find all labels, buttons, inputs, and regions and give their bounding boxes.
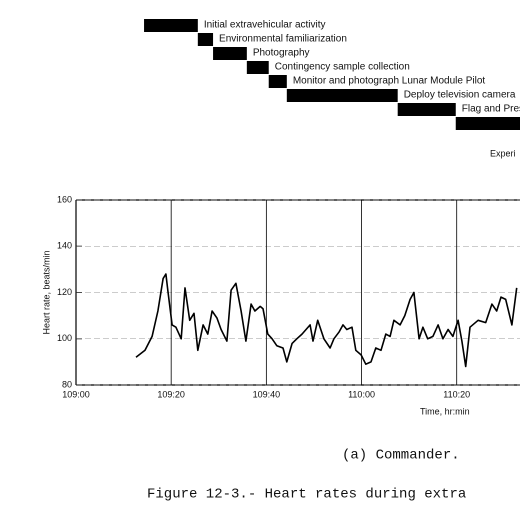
- activity-label: Monitor and photograph Lunar Module Pilo…: [293, 76, 486, 87]
- y-tick-label: 160: [57, 194, 72, 204]
- x-tick-label: 110:20: [443, 389, 470, 399]
- activity-bar: [397, 103, 456, 116]
- activity-bar: [268, 75, 287, 88]
- x-tick-label: 109:40: [253, 389, 281, 399]
- activity-label: Photography: [253, 48, 310, 59]
- y-tick-label: 100: [57, 333, 72, 343]
- x-tick-label: 109:00: [62, 389, 90, 399]
- activity-label: Contingency sample collection: [275, 62, 410, 73]
- activity-bar: [213, 47, 247, 60]
- activity-label: Flag and Pres: [462, 104, 520, 115]
- y-tick-label: 80: [62, 379, 72, 389]
- activity-bar: [246, 61, 269, 74]
- activity-bar: [455, 117, 520, 130]
- x-tick-label: 110:00: [348, 389, 375, 399]
- figure-caption: Figure 12-3.- Heart rates during extra: [147, 487, 466, 503]
- y-tick-label: 120: [57, 287, 72, 297]
- x-tick-label: 109:20: [157, 389, 185, 399]
- x-axis-label: Time, hr:min: [420, 406, 470, 416]
- activity-bar: [197, 33, 214, 46]
- activity-bar: [286, 89, 398, 102]
- subcaption: (a) Commander.: [342, 448, 460, 464]
- y-axis-label: Heart rate, beats/min: [41, 250, 51, 334]
- activity-label: Deploy television camera: [404, 90, 516, 101]
- activity-bar: [144, 19, 198, 32]
- line-series: [135, 273, 518, 368]
- y-tick-label: 140: [57, 241, 72, 251]
- activity-label: Environmental familiarization: [219, 34, 347, 45]
- activity-label: Initial extravehicular activity: [204, 20, 326, 31]
- annotation: Experi: [490, 148, 516, 158]
